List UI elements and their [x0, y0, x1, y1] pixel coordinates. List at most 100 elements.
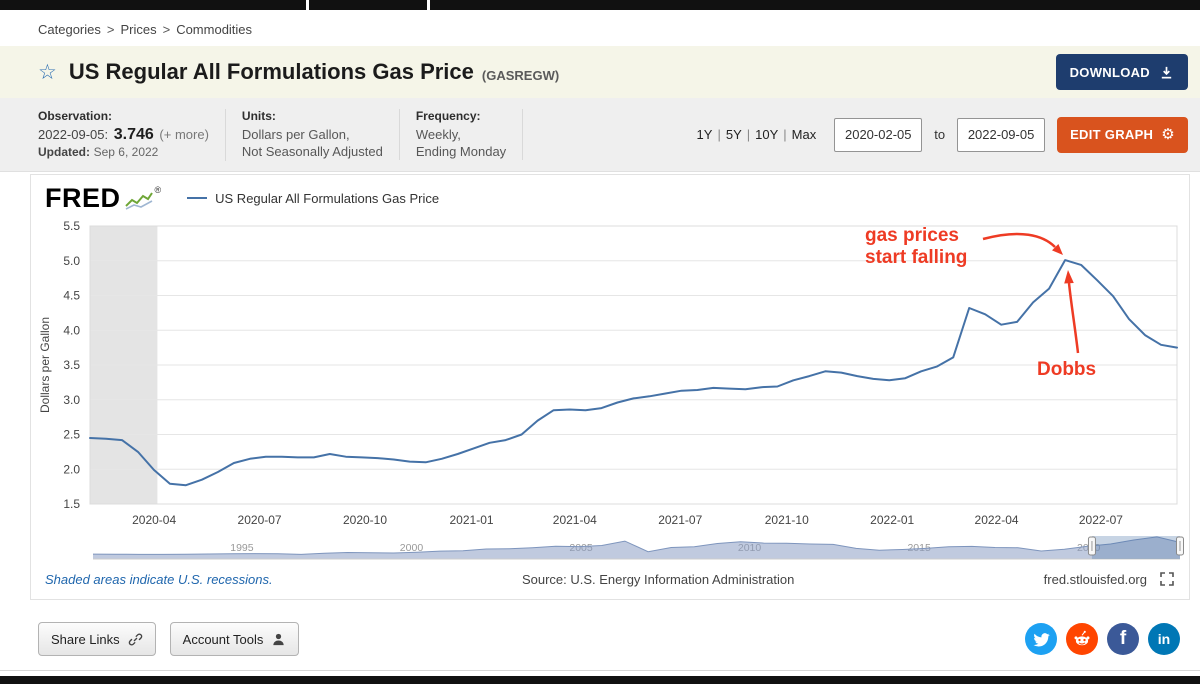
account-tools-label: Account Tools — [182, 631, 264, 647]
edit-graph-button[interactable]: EDIT GRAPH ⚙ — [1057, 116, 1188, 153]
observation-date: 2022-09-05: — [38, 126, 109, 142]
svg-text:3.0: 3.0 — [63, 393, 80, 407]
svg-text:2020-07: 2020-07 — [238, 513, 282, 527]
svg-text:2.0: 2.0 — [63, 462, 80, 476]
bottom-border — [0, 676, 1200, 684]
preset-separator: | — [746, 127, 751, 142]
units-block: Units: Dollars per Gallon, Not Seasonall… — [242, 109, 400, 160]
svg-text:2020-04: 2020-04 — [132, 513, 176, 527]
svg-text:4.5: 4.5 — [63, 289, 80, 303]
svg-text:1995: 1995 — [230, 542, 254, 554]
breadcrumb-separator: > — [162, 22, 171, 37]
frequency-value-line2: Ending Monday — [415, 144, 507, 159]
svg-text:Dollars per Gallon: Dollars per Gallon — [38, 317, 52, 413]
favorite-star-icon[interactable]: ☆ — [38, 60, 57, 84]
svg-text:2.5: 2.5 — [63, 428, 80, 442]
units-label: Units: — [241, 109, 276, 123]
mini-range-slider-svg[interactable]: 199520002005201020152020 — [35, 533, 1185, 561]
start-date-input[interactable] — [834, 117, 923, 152]
gear-icon: ⚙ — [1161, 126, 1175, 143]
breadcrumb-link-categories[interactable]: Categories — [38, 22, 101, 37]
range-preset-10y[interactable]: 10Y — [755, 127, 779, 142]
units-value-line1: Dollars per Gallon, — [241, 127, 350, 142]
series-id: (GASREGW) — [481, 67, 560, 83]
breadcrumb-separator: > — [106, 22, 115, 37]
svg-text:2021-04: 2021-04 — [553, 513, 597, 527]
range-preset-1y[interactable]: 1Y — [696, 127, 713, 142]
chart-legend: US Regular All Formulations Gas Price — [187, 191, 439, 206]
social-icons: f in — [1025, 623, 1180, 655]
range-preset-max[interactable]: Max — [791, 127, 817, 142]
frequency-label: Frequency: — [415, 109, 481, 123]
svg-text:2022-04: 2022-04 — [975, 513, 1019, 527]
chart-panel: FRED ® US Regular All Formulations Gas P… — [30, 174, 1190, 600]
share-links-button[interactable]: Share Links — [38, 622, 156, 656]
fred-logo-text: FRED — [45, 183, 121, 213]
linkedin-icon[interactable]: in — [1148, 623, 1180, 655]
chart-header-row: FRED ® US Regular All Formulations Gas P… — [31, 175, 1189, 215]
observation-more-link[interactable]: (+ more) — [159, 126, 209, 142]
end-date-input[interactable] — [957, 117, 1046, 152]
preset-separator: | — [717, 127, 721, 142]
reddit-icon[interactable] — [1066, 623, 1098, 655]
breadcrumb-link-prices[interactable]: Prices — [120, 22, 157, 37]
svg-text:Dobbs: Dobbs — [1037, 359, 1096, 380]
svg-text:5.0: 5.0 — [63, 254, 80, 268]
legend-label: US Regular All Formulations Gas Price — [215, 190, 440, 206]
download-icon — [1161, 66, 1172, 78]
svg-text:2000: 2000 — [400, 542, 424, 554]
fullscreen-icon[interactable] — [1159, 571, 1175, 587]
account-tools-button[interactable]: Account Tools — [169, 622, 300, 656]
chart-footer: Shaded areas indicate U.S. recessions. S… — [31, 561, 1189, 599]
breadcrumb-link-commodities[interactable]: Commodities — [176, 22, 253, 37]
preset-separator: | — [783, 127, 787, 142]
svg-text:2022-01: 2022-01 — [870, 513, 914, 527]
download-button[interactable]: DOWNLOAD — [1055, 54, 1188, 90]
fred-logo[interactable]: FRED ® — [45, 183, 162, 213]
recessions-note-link[interactable]: Shaded areas indicate U.S. recessions. — [45, 571, 273, 587]
updated-value: Sep 6, 2022 — [93, 144, 159, 159]
person-icon — [273, 633, 285, 645]
link-icon — [128, 633, 142, 645]
share-links-label: Share Links — [51, 631, 120, 647]
svg-text:1.5: 1.5 — [63, 497, 80, 511]
facebook-icon[interactable]: f — [1107, 623, 1139, 655]
twitter-bird-glyph — [1033, 633, 1050, 647]
meta-bar: Observation: 2022-09-05: 3.746 (+ more) … — [0, 98, 1200, 172]
top-bar-divider — [427, 0, 430, 10]
svg-text:5.5: 5.5 — [63, 219, 80, 233]
svg-text:2020-10: 2020-10 — [343, 513, 387, 527]
svg-text:2021-10: 2021-10 — [765, 513, 809, 527]
site-link[interactable]: fred.stlouisfed.org — [1043, 571, 1147, 587]
range-controls: 1Y | 5Y | 10Y | Max to EDIT GRAPH ⚙ — [696, 116, 1188, 153]
browser-top-bar — [0, 0, 1200, 10]
units-value-line2: Not Seasonally Adjusted — [241, 144, 383, 159]
svg-text:start falling: start falling — [865, 247, 967, 268]
main-chart-svg[interactable]: 1.5 2.0 2.5 3.0 3.5 4.0 4.5 5.0 5.5 2020-04 2020-0… — [35, 215, 1185, 527]
date-range-to-label: to — [934, 127, 946, 142]
range-preset-5y[interactable]: 5Y — [725, 127, 742, 142]
share-row: Share Links Account Tools — [38, 622, 1180, 656]
edit-graph-label: EDIT GRAPH — [1070, 127, 1154, 142]
bottom-divider — [0, 670, 1200, 671]
svg-text:2021-07: 2021-07 — [658, 513, 702, 527]
title-bar: ☆ US Regular All Formulations Gas Price … — [0, 46, 1200, 98]
svg-text:3.5: 3.5 — [63, 358, 80, 372]
legend-line-swatch — [187, 197, 208, 199]
updated-label: Updated: — [38, 144, 90, 159]
linkedin-in-glyph: in — [1157, 631, 1171, 647]
breadcrumb: Categories > Prices > Commodities — [0, 10, 1200, 46]
source-note: Source: U.S. Energy Information Administ… — [521, 571, 795, 587]
observation-label: Observation: — [38, 108, 113, 123]
top-bar-divider — [306, 0, 309, 10]
svg-text:2021-01: 2021-01 — [450, 513, 494, 527]
observation-value: 3.746 — [113, 125, 154, 143]
frequency-block: Frequency: Weekly, Ending Monday — [415, 109, 524, 160]
svg-text:gas prices: gas prices — [865, 225, 959, 246]
frequency-value-line1: Weekly, — [415, 127, 461, 142]
registered-mark: ® — [154, 185, 162, 195]
page-title: US Regular All Formulations Gas Price — [68, 59, 474, 84]
reddit-alien-glyph — [1074, 630, 1090, 646]
twitter-icon[interactable] — [1025, 623, 1057, 655]
fred-logo-sparkline-icon — [124, 192, 153, 210]
